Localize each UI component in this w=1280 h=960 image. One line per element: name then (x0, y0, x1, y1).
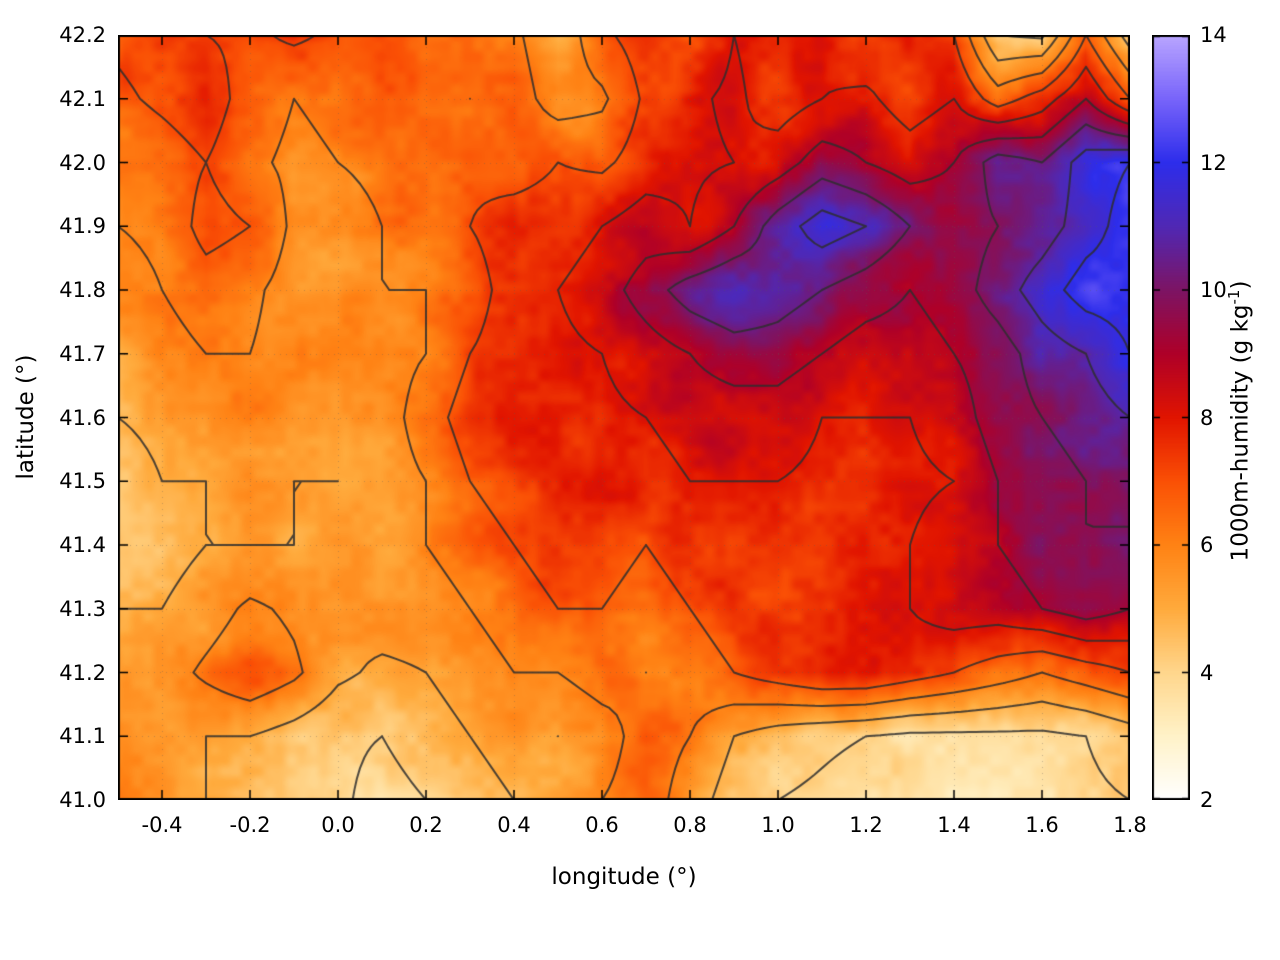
x-axis-title: longitude (°) (551, 864, 697, 890)
y-tick-label: 41.5 (59, 469, 106, 494)
x-tick-label: 0.4 (497, 813, 531, 837)
y-tick-label: 41.4 (59, 533, 106, 557)
y-tick-label: 42.2 (59, 23, 106, 47)
x-tick-label: -0.4 (141, 813, 183, 837)
y-tick-label: 41.1 (59, 724, 106, 749)
x-tick-label: 1.0 (761, 813, 795, 837)
colorbar-title-text: 1000m-humidity (g kg (1227, 304, 1254, 562)
colorbar-title-close-paren: ) (1227, 280, 1254, 290)
x-tick-label: 1.4 (937, 813, 971, 837)
colorbar-tick-label: 8 (1200, 405, 1214, 430)
colorbar-title-superscript: -1 (1225, 289, 1243, 305)
colorbar-tick-label: 2 (1200, 788, 1214, 812)
colorbar-tick-label: 6 (1200, 533, 1214, 557)
y-tick-label: 41.6 (59, 405, 106, 430)
x-tick-label: -0.2 (229, 813, 271, 837)
y-tick-label: 41.9 (59, 214, 106, 239)
x-tick-label: 1.6 (1025, 813, 1059, 837)
y-tick-label: 41.2 (59, 660, 106, 685)
x-tick-label: 0.0 (321, 813, 355, 837)
y-tick-label: 41.0 (59, 788, 106, 812)
colorbar-tick-label: 4 (1200, 660, 1214, 685)
colorbar-tick-label: 12 (1200, 150, 1227, 175)
x-tick-label: 1.2 (849, 813, 883, 837)
x-tick-label: 0.6 (585, 813, 619, 837)
y-tick-label: 42.1 (59, 86, 106, 111)
colorbar-title: 1000m-humidity (g kg-1) (1225, 256, 1255, 586)
heatmap-canvas (118, 35, 1130, 800)
colorbar-tick-label: 10 (1200, 278, 1227, 302)
x-tick-label: 0.8 (673, 813, 707, 837)
x-tick-label: 1.8 (1113, 813, 1147, 837)
x-tick-label: 0.2 (409, 813, 443, 837)
y-axis-title: latitude (°) (13, 354, 39, 480)
colorbar-tick-label: 14 (1200, 23, 1227, 47)
y-tick-label: 41.3 (59, 596, 106, 621)
colorbar-gradient (1152, 35, 1190, 800)
y-tick-label: 41.7 (59, 341, 106, 366)
y-tick-label: 41.8 (59, 278, 106, 302)
y-tick-label: 42.0 (59, 150, 106, 175)
